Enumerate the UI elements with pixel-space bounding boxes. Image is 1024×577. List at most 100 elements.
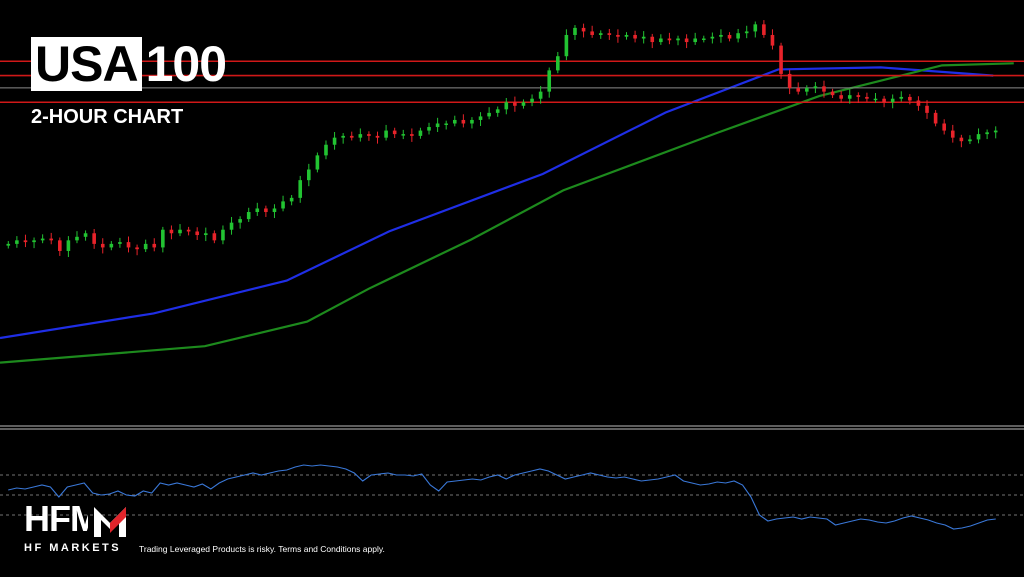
candle-body (384, 130, 388, 138)
candle-body (513, 102, 517, 106)
symbol-rest: 100 (145, 36, 227, 92)
candle-body (169, 229, 174, 234)
candle-body (538, 91, 543, 99)
candle-body (753, 24, 758, 32)
candle-body (779, 45, 783, 74)
candle-body (521, 102, 526, 106)
candle-body (109, 243, 114, 248)
candle-body (676, 38, 680, 41)
candle-body (581, 27, 586, 32)
candle-body (427, 127, 431, 131)
candle-body (727, 34, 732, 39)
candle-body (573, 27, 577, 35)
candle-body (418, 130, 423, 136)
candle-body (444, 123, 448, 125)
candle-body (598, 33, 603, 35)
candle-body (856, 95, 861, 97)
candle-body (916, 100, 921, 106)
candle-body (15, 240, 19, 244)
candle-body (839, 95, 843, 99)
candle-body (100, 243, 105, 248)
candle-body (118, 242, 122, 244)
candle-body (375, 135, 380, 138)
candle-body (659, 38, 663, 43)
candle-body (959, 137, 964, 142)
candle-body (882, 98, 886, 103)
candle-body (633, 34, 637, 39)
candle-body (650, 36, 655, 43)
candle-body (968, 139, 972, 142)
candle-body (435, 123, 440, 128)
candle-body (392, 130, 397, 135)
candle-body (865, 96, 869, 99)
candle-body (75, 236, 79, 241)
candle-body (616, 34, 620, 37)
candle-body (6, 243, 11, 246)
candle-body (744, 31, 749, 34)
candle-body (667, 38, 672, 41)
candle-body (504, 102, 509, 110)
candle-body (23, 240, 28, 243)
candle-body (942, 123, 946, 131)
candle-body (641, 36, 646, 39)
candle-body (195, 231, 199, 236)
candle-body (805, 88, 809, 92)
candle-body (495, 109, 500, 113)
candle-body (32, 240, 36, 243)
candle-body (899, 96, 904, 99)
candle-body (289, 197, 294, 202)
candle-body (830, 91, 835, 96)
candle-body (487, 112, 491, 117)
candle-body (873, 98, 878, 101)
chart-subtitle: 2-HOUR CHART (31, 106, 184, 128)
candle-body (332, 137, 337, 145)
candle-body (341, 135, 345, 138)
candle-body (701, 38, 706, 41)
candle-body (178, 229, 182, 234)
candle-body (203, 233, 208, 236)
candle-body (693, 38, 697, 43)
logo-m-accent (110, 507, 126, 533)
candle-body (890, 98, 895, 103)
candle-body (143, 243, 148, 250)
candle-body (684, 38, 689, 43)
candle-body (298, 180, 303, 198)
candle-body (624, 34, 629, 37)
candle-body (238, 219, 242, 223)
candle-body (126, 242, 131, 248)
candle-body (452, 119, 457, 124)
candle-body (847, 95, 852, 99)
candle-body (762, 24, 766, 35)
candle-body (590, 31, 594, 35)
candle-body (710, 36, 715, 39)
candle-body (976, 134, 981, 140)
candle-body (813, 86, 818, 89)
candle-body (135, 247, 139, 250)
candle-body (993, 130, 998, 133)
candle-body (985, 132, 989, 135)
candle-body (307, 169, 311, 181)
hfm-logo: HFM (24, 500, 126, 538)
candle-body (281, 201, 285, 209)
candle-body (607, 33, 612, 35)
candle-body (933, 112, 938, 124)
candle-body (556, 56, 560, 71)
candle-body (401, 134, 406, 136)
candle-body (358, 134, 363, 138)
logo-subtitle: HF MARKETS (24, 542, 122, 554)
candle-body (83, 233, 88, 237)
risk-disclaimer: Trading Leveraged Products is risky. Ter… (139, 544, 385, 554)
candle-body (736, 33, 740, 39)
candle-body (367, 134, 371, 136)
candle-body (246, 212, 251, 220)
candle-body (49, 238, 54, 241)
candle-body (40, 238, 45, 241)
candle-body (787, 73, 792, 89)
candle-body (719, 34, 723, 37)
candle-body (255, 208, 260, 213)
logo-text: HFM (24, 500, 88, 538)
candle-body (229, 222, 234, 230)
chart-title: USA 100 (31, 36, 227, 92)
candle-body (470, 119, 474, 124)
